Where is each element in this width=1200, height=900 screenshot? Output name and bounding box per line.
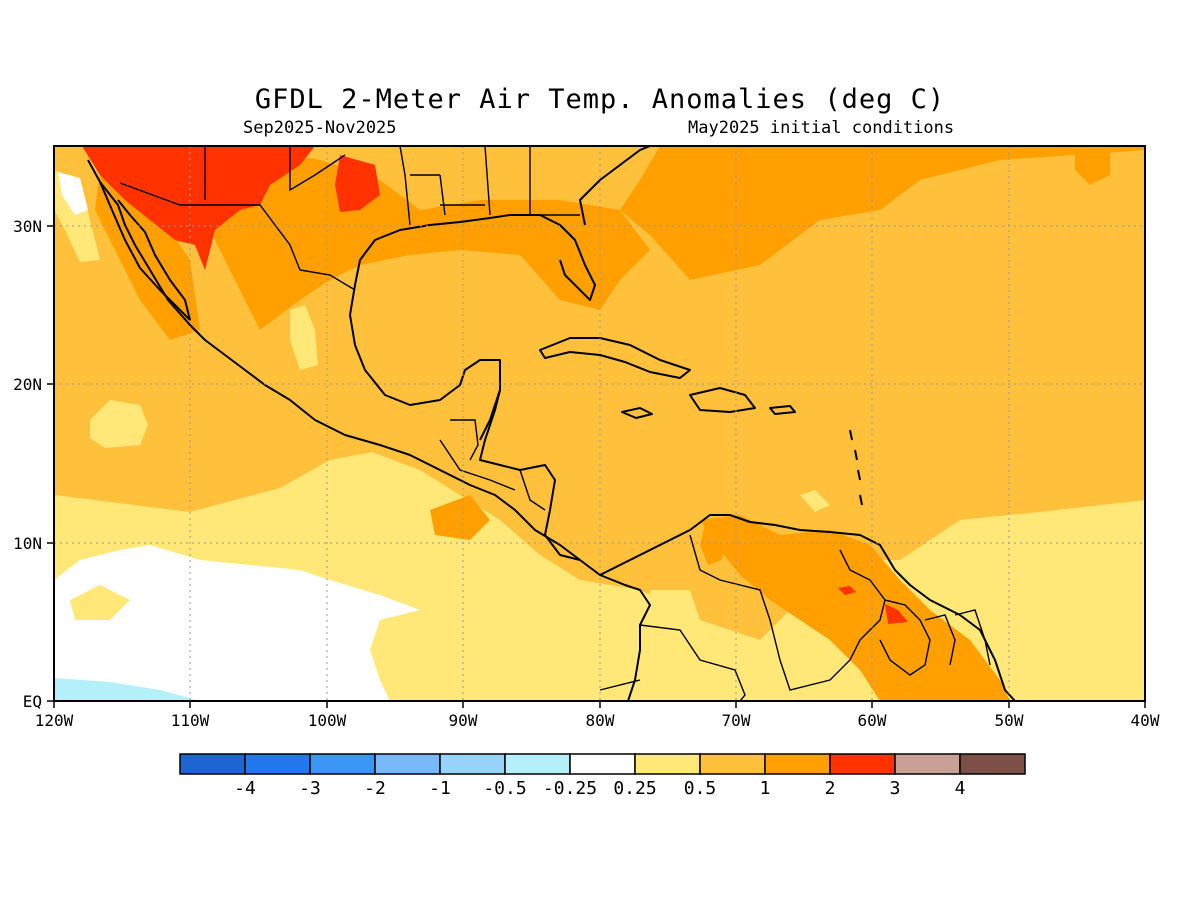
colorbar-swatch [569,753,636,775]
colorbar-label: -1 [429,778,451,799]
field-red-southwest-us [82,146,315,270]
field-pale-blue [54,678,200,701]
field-light-yellow-caribbean [800,490,830,512]
colorbar-label: -2 [364,778,386,799]
field-light-yellow-colombia [645,590,700,650]
lat-label-10n: 10N [13,534,42,553]
colorbar-swatch [504,753,571,775]
colorbar-swatch [764,753,831,775]
initial-conditions-label: May2025 initial conditions [688,118,955,138]
lon-label-120w: 120W [35,711,74,730]
longitude-labels: 120W 110W 100W 90W 80W 70W 60W 50W 40W [35,711,1160,730]
field-white [54,545,420,701]
colorbar-label: 2 [825,778,836,799]
field-red-texas [335,155,380,212]
colorbar-label: 1 [760,778,771,799]
graticule [54,146,1145,701]
field-white-gap [70,585,130,620]
lon-label-90w: 90W [449,711,478,730]
colorbar-swatch [374,753,441,775]
anomaly-fields [54,146,1145,701]
colorbar-swatch [829,753,896,775]
lat-label-eq: EQ [23,692,42,711]
political-borders [119,146,991,701]
colorbar-swatch [634,753,701,775]
colorbar-label: -3 [299,778,321,799]
colorbar-label: 0.25 [613,778,656,799]
colorbar-label: -0.25 [543,778,597,799]
colorbar-label: 0.5 [684,778,717,799]
colorbar-label: -0.5 [483,778,526,799]
map-title: GFDL 2-Meter Air Temp. Anomalies (deg C) [254,84,946,115]
field-light-yellow-pacific [90,400,148,448]
field-light-yellow-mexico [290,305,318,370]
field-orange-central-america [430,495,490,540]
latitude-labels: EQ 10N 20N 30N [13,217,42,711]
lon-label-50w: 50W [995,711,1024,730]
colorbar-swatch [309,753,376,775]
lon-label-40w: 40W [1131,711,1160,730]
field-orange-south-america [700,515,1010,701]
field-orange-venezuela-lake [700,525,725,565]
lon-label-80w: 80W [586,711,615,730]
lon-label-60w: 60W [858,711,887,730]
colorbar-swatch [699,753,766,775]
lat-label-30n: 30N [13,217,42,236]
season-label: Sep2025-Nov2025 [243,118,397,138]
lat-label-20n: 20N [13,375,42,394]
lon-label-100w: 100W [308,711,347,730]
field-white-west-coast [58,172,88,215]
colorbar-swatch [179,753,246,775]
colorbar-label: -4 [234,778,256,799]
colorbar-labels: -4 -3 -2 -1 -0.5 -0.25 0.25 0.5 1 2 3 4 [234,778,965,799]
lon-label-70w: 70W [722,711,751,730]
colorbar-swatch [959,753,1026,775]
colorbar-swatch [894,753,961,775]
colorbar-label: 3 [890,778,901,799]
field-red-guiana [838,586,908,624]
field-orange-atlantic-ne [1075,146,1110,185]
axis-ticks [47,225,1146,708]
lon-label-110w: 110W [171,711,210,730]
colorbar-swatch [244,753,311,775]
colorbar [179,753,1026,775]
colorbar-label: 4 [955,778,966,799]
colorbar-swatch [439,753,506,775]
field-yellow-orange-pacific-bay [54,300,70,355]
